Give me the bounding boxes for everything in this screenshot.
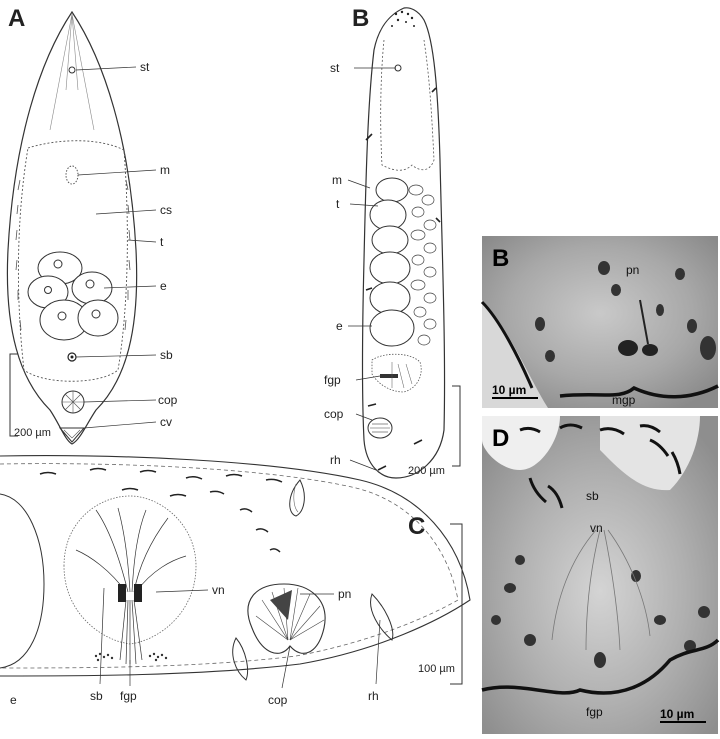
photo-d-top-right-lumen — [600, 416, 700, 491]
label-b-t: t — [336, 197, 340, 211]
label-t: t — [160, 235, 164, 249]
panel-b: B — [324, 5, 461, 479]
panel-b-cop — [367, 417, 393, 439]
panel-a-testes — [15, 179, 131, 331]
panel-b-rhabdites — [365, 87, 441, 471]
panel-c-letter: C — [408, 513, 425, 540]
panel-c-rhabdite-sac — [289, 479, 305, 517]
label-c-sb: sb — [90, 689, 103, 703]
photo-b-label-mgp: mgp — [612, 393, 636, 407]
photo-b-epidermis-left — [480, 300, 534, 389]
label-cs: cs — [160, 203, 172, 217]
photo-d-label-vn: vn — [590, 521, 603, 535]
panel-c-rh-left — [232, 637, 249, 681]
label-b-e: e — [336, 319, 343, 333]
panel-b-letter: B — [352, 5, 369, 32]
panel-a-letter: A — [8, 5, 25, 32]
label-m: m — [160, 163, 170, 177]
panel-c-copulatory-organ — [247, 583, 326, 654]
panel-a: A — [6, 5, 178, 445]
panel-b-fgp — [371, 353, 422, 393]
label-cop: cop — [158, 393, 178, 407]
photo-d: D sb vn fgp 10 µm — [481, 416, 720, 734]
label-b-st: st — [330, 61, 340, 75]
label-cv: cv — [160, 415, 172, 429]
label-b-m: m — [332, 173, 342, 187]
photo-d-letter: D — [492, 425, 509, 452]
panel-c-female-complex — [63, 495, 197, 645]
label-e: e — [160, 279, 167, 293]
photo-b-penis — [639, 299, 649, 345]
panel-c-rhabdites — [39, 467, 283, 553]
photo-d-epidermis — [481, 638, 720, 695]
panel-a-scale-label: 200 µm — [14, 427, 51, 439]
panel-c-vagina-left — [118, 584, 126, 602]
photo-d-vagina-fibers — [551, 529, 651, 651]
panel-a-eggs — [27, 251, 119, 341]
panel-a-scale-bar — [9, 353, 18, 437]
photo-b-nuclei — [535, 261, 716, 362]
photo-b-epidermis-bottom — [559, 384, 719, 399]
label-c-e: e — [10, 693, 17, 707]
label-c-fgp: fgp — [120, 689, 137, 703]
panel-b-scale-label: 200 µm — [408, 465, 445, 477]
panel-c-vagina-right — [134, 584, 142, 602]
panel-a-body-outline — [6, 10, 138, 445]
panel-b-body-outline — [361, 7, 446, 479]
panel-c-egg — [0, 493, 45, 669]
panel-b-vitelline-cells — [408, 184, 437, 346]
label-b-rh: rh — [330, 453, 341, 467]
panel-c-rh-right — [370, 593, 394, 641]
panel-c-fgp-granules — [94, 652, 168, 662]
label-sb: sb — [160, 348, 173, 362]
photo-d-top-left-lumen — [482, 416, 560, 470]
panel-a-leader-lines — [75, 66, 157, 429]
label-b-fgp: fgp — [324, 373, 341, 387]
panel-a-caudal-vesicle — [58, 427, 86, 443]
panel-c-fgp-fibers — [75, 507, 187, 665]
panel-a-stomach — [68, 66, 76, 74]
label-c-pn: pn — [338, 587, 351, 601]
panel-a-central-syncytium — [17, 140, 128, 382]
photo-b-label-pn: pn — [626, 263, 639, 277]
panel-c-scale-label: 100 µm — [418, 663, 455, 675]
photo-d-rhabdite-clusters — [519, 423, 682, 509]
photo-b-letter: B — [492, 245, 509, 272]
panel-b-leader-lines — [347, 67, 396, 471]
panel-c-body-outline — [0, 455, 471, 677]
panel-c-penis-stylet — [270, 590, 292, 620]
label-st: st — [140, 60, 150, 74]
photo-b-scale-label: 10 µm — [492, 383, 526, 397]
panel-b-pharynx — [380, 39, 435, 171]
photo-b: B pn mgp 10 µm — [480, 236, 719, 408]
photo-d-nuclei — [491, 555, 710, 668]
panel-a-anterior-lines — [49, 13, 95, 131]
photo-d-scale-label: 10 µm — [660, 707, 694, 721]
panel-c: vn pn e sb fgp cop rh C 100 µm — [0, 455, 471, 707]
panel-b-eggs — [369, 177, 415, 347]
label-b-cop: cop — [324, 407, 344, 421]
panel-b-scale-bar — [452, 385, 461, 467]
label-c-vn: vn — [212, 583, 225, 597]
label-c-cop: cop — [268, 693, 288, 707]
panel-b-anterior-granules — [391, 10, 415, 27]
panel-a-mouth — [65, 165, 79, 185]
panel-a-cop-rays — [62, 391, 84, 413]
photo-d-label-fgp: fgp — [586, 705, 603, 719]
panel-c-scale-bar — [450, 523, 463, 685]
photo-d-label-sb: sb — [586, 489, 599, 503]
label-c-rh: rh — [368, 689, 379, 703]
panel-c-leader-lines — [99, 587, 381, 689]
